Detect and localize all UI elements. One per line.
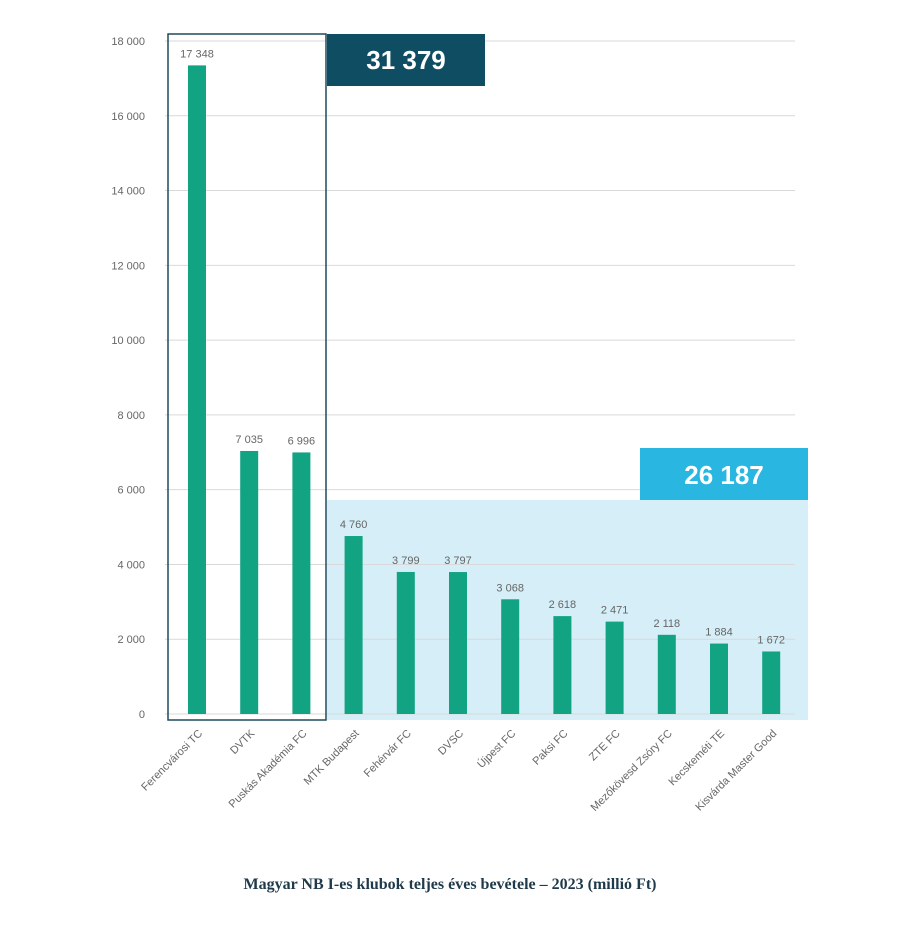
group-2-total-box (640, 448, 808, 500)
x-tick-label: Fehérvár FC (362, 728, 414, 780)
group-1-total-box (327, 34, 485, 86)
x-tick-label: ZTE FC (587, 728, 623, 764)
group-2-total-label: 26 187 (684, 460, 764, 490)
data-label: 1 884 (705, 627, 733, 639)
x-tick-label: DVSC (436, 728, 466, 758)
data-label: 1 672 (757, 634, 785, 646)
bar (240, 450, 259, 714)
group-1-total-label: 31 379 (366, 45, 446, 75)
data-label: 3 799 (392, 555, 420, 567)
x-tick-label: Ferencvárosi TC (139, 728, 205, 794)
data-label: 2 618 (549, 599, 577, 611)
data-label: 3 797 (444, 555, 472, 567)
data-label: 7 035 (235, 434, 263, 446)
bar (344, 536, 363, 714)
data-label: 2 471 (601, 605, 629, 617)
bar (292, 452, 311, 714)
data-label: 3 068 (496, 582, 524, 594)
group-1-outline (167, 33, 327, 721)
x-tick-label: MTK Budapest (302, 728, 362, 788)
y-tick-label: 14 000 (111, 186, 145, 198)
chart-caption: Magyar NB I-es klubok teljes éves bevéte… (243, 876, 657, 893)
x-tick-label: Paksi FC (530, 728, 570, 768)
y-tick-label: 12 000 (111, 260, 145, 272)
y-tick-label: 0 (139, 709, 145, 721)
x-tick-label: DVTK (228, 727, 258, 757)
bar (501, 599, 520, 714)
bar (449, 572, 467, 714)
y-tick-label: 6 000 (117, 485, 145, 497)
data-label: 17 348 (180, 48, 214, 60)
bar (710, 643, 728, 714)
x-tick-label: Újpest FC (475, 727, 519, 771)
data-label: 6 996 (288, 435, 316, 447)
y-tick-label: 10 000 (111, 335, 145, 347)
data-label: 2 118 (653, 618, 680, 630)
bar (553, 616, 572, 714)
y-tick-label: 2 000 (117, 634, 145, 646)
bar (762, 651, 781, 714)
bar-chart: 0 2 000 4 000 6 000 8 000 10 000 12 000 14 000 1… (111, 33, 808, 814)
data-label: 4 760 (340, 519, 368, 531)
bar (657, 634, 676, 714)
y-tick-label: 4 000 (117, 559, 145, 571)
y-tick-label: 8 000 (117, 410, 145, 422)
bar (605, 621, 624, 714)
y-tick-label: 16 000 (111, 111, 145, 123)
y-tick-label: 18 000 (111, 36, 145, 48)
bar (188, 65, 206, 714)
bar (396, 571, 415, 714)
